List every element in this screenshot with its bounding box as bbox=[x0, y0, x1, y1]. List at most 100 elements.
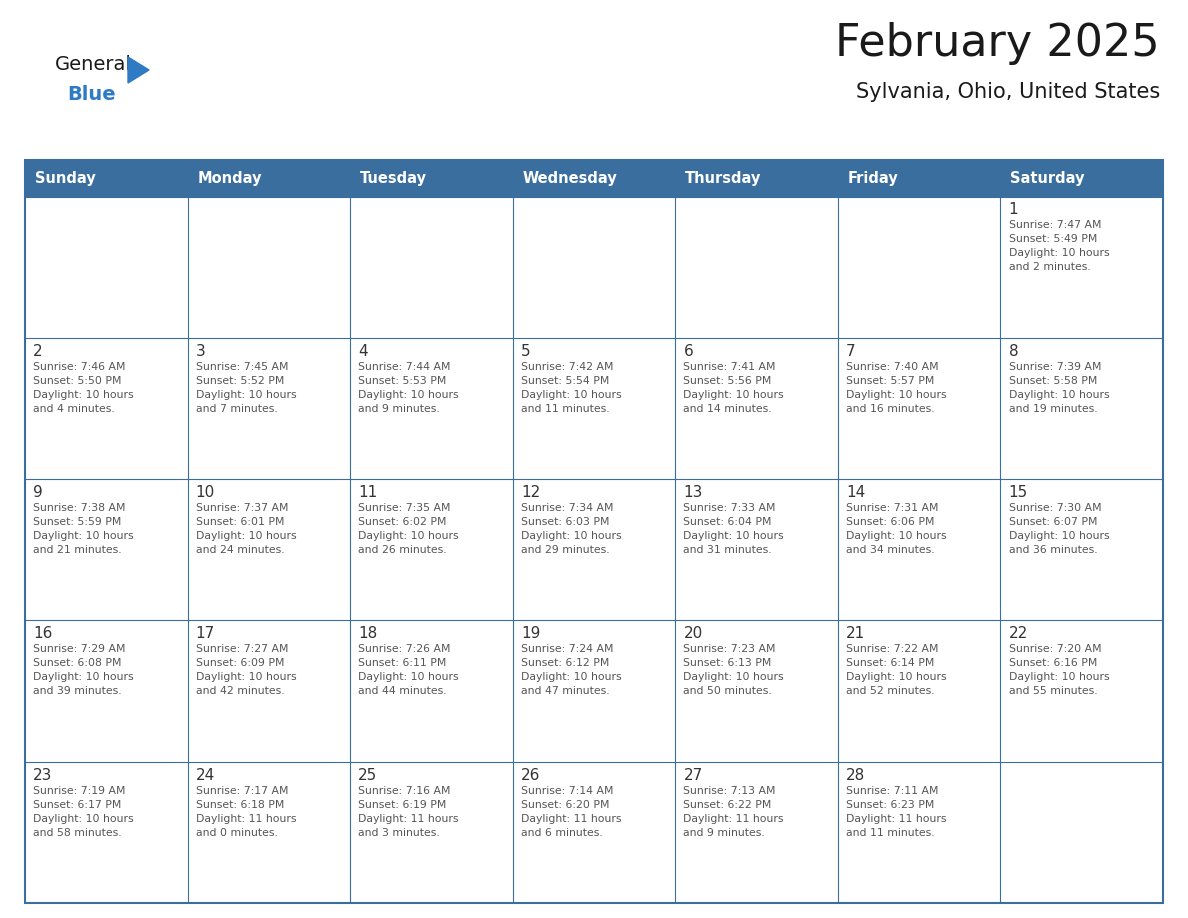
Text: Sunrise: 7:44 AM
Sunset: 5:53 PM
Daylight: 10 hours
and 9 minutes.: Sunrise: 7:44 AM Sunset: 5:53 PM Dayligh… bbox=[359, 362, 459, 414]
Text: Monday: Monday bbox=[197, 171, 261, 185]
Bar bbox=[1000, 762, 1163, 903]
Text: Wednesday: Wednesday bbox=[523, 171, 618, 185]
Text: 24: 24 bbox=[196, 767, 215, 783]
Text: Sunrise: 7:24 AM
Sunset: 6:12 PM
Daylight: 10 hours
and 47 minutes.: Sunrise: 7:24 AM Sunset: 6:12 PM Dayligh… bbox=[520, 644, 621, 697]
Bar bbox=[838, 160, 1000, 196]
Text: 25: 25 bbox=[359, 767, 378, 783]
Text: 18: 18 bbox=[359, 626, 378, 642]
Bar bbox=[513, 762, 675, 903]
Text: Sunrise: 7:13 AM
Sunset: 6:22 PM
Daylight: 11 hours
and 9 minutes.: Sunrise: 7:13 AM Sunset: 6:22 PM Dayligh… bbox=[683, 786, 784, 838]
Text: Sunrise: 7:41 AM
Sunset: 5:56 PM
Daylight: 10 hours
and 14 minutes.: Sunrise: 7:41 AM Sunset: 5:56 PM Dayligh… bbox=[683, 362, 784, 414]
Text: Sunrise: 7:45 AM
Sunset: 5:52 PM
Daylight: 10 hours
and 7 minutes.: Sunrise: 7:45 AM Sunset: 5:52 PM Dayligh… bbox=[196, 362, 296, 414]
Bar bbox=[675, 160, 838, 196]
Polygon shape bbox=[128, 57, 148, 83]
Bar bbox=[25, 338, 188, 479]
Bar bbox=[188, 196, 350, 338]
Text: 16: 16 bbox=[33, 626, 52, 642]
Text: 8: 8 bbox=[1009, 344, 1018, 359]
Text: 20: 20 bbox=[683, 626, 702, 642]
Bar bbox=[350, 621, 513, 762]
Bar bbox=[1000, 160, 1163, 196]
Text: Sunrise: 7:30 AM
Sunset: 6:07 PM
Daylight: 10 hours
and 36 minutes.: Sunrise: 7:30 AM Sunset: 6:07 PM Dayligh… bbox=[1009, 503, 1110, 555]
Bar bbox=[675, 621, 838, 762]
Bar bbox=[513, 196, 675, 338]
Text: 27: 27 bbox=[683, 767, 702, 783]
Text: 28: 28 bbox=[846, 767, 865, 783]
Text: General: General bbox=[55, 55, 132, 74]
Text: 21: 21 bbox=[846, 626, 865, 642]
Bar bbox=[25, 160, 1163, 903]
Text: 26: 26 bbox=[520, 767, 541, 783]
Text: 2: 2 bbox=[33, 344, 43, 359]
Bar bbox=[188, 479, 350, 621]
Text: 7: 7 bbox=[846, 344, 855, 359]
Bar bbox=[25, 160, 188, 196]
Bar bbox=[1000, 479, 1163, 621]
Text: Sunrise: 7:23 AM
Sunset: 6:13 PM
Daylight: 10 hours
and 50 minutes.: Sunrise: 7:23 AM Sunset: 6:13 PM Dayligh… bbox=[683, 644, 784, 697]
Text: 14: 14 bbox=[846, 485, 865, 500]
Text: Sunrise: 7:39 AM
Sunset: 5:58 PM
Daylight: 10 hours
and 19 minutes.: Sunrise: 7:39 AM Sunset: 5:58 PM Dayligh… bbox=[1009, 362, 1110, 414]
Bar bbox=[838, 621, 1000, 762]
Text: 5: 5 bbox=[520, 344, 531, 359]
Text: Sunrise: 7:46 AM
Sunset: 5:50 PM
Daylight: 10 hours
and 4 minutes.: Sunrise: 7:46 AM Sunset: 5:50 PM Dayligh… bbox=[33, 362, 134, 414]
Text: Sunrise: 7:40 AM
Sunset: 5:57 PM
Daylight: 10 hours
and 16 minutes.: Sunrise: 7:40 AM Sunset: 5:57 PM Dayligh… bbox=[846, 362, 947, 414]
Text: Sunrise: 7:47 AM
Sunset: 5:49 PM
Daylight: 10 hours
and 2 minutes.: Sunrise: 7:47 AM Sunset: 5:49 PM Dayligh… bbox=[1009, 220, 1110, 273]
Bar bbox=[25, 479, 188, 621]
Bar bbox=[350, 762, 513, 903]
Bar bbox=[513, 479, 675, 621]
Bar bbox=[1000, 621, 1163, 762]
Text: 13: 13 bbox=[683, 485, 703, 500]
Text: Saturday: Saturday bbox=[1010, 171, 1085, 185]
Bar bbox=[675, 196, 838, 338]
Bar bbox=[188, 160, 350, 196]
Bar bbox=[188, 338, 350, 479]
Text: Sunrise: 7:42 AM
Sunset: 5:54 PM
Daylight: 10 hours
and 11 minutes.: Sunrise: 7:42 AM Sunset: 5:54 PM Dayligh… bbox=[520, 362, 621, 414]
Text: Sunrise: 7:19 AM
Sunset: 6:17 PM
Daylight: 10 hours
and 58 minutes.: Sunrise: 7:19 AM Sunset: 6:17 PM Dayligh… bbox=[33, 786, 134, 838]
Bar bbox=[25, 762, 188, 903]
Text: 22: 22 bbox=[1009, 626, 1028, 642]
Bar bbox=[350, 160, 513, 196]
Bar bbox=[513, 338, 675, 479]
Text: 17: 17 bbox=[196, 626, 215, 642]
Bar bbox=[1000, 196, 1163, 338]
Text: Tuesday: Tuesday bbox=[360, 171, 426, 185]
Text: 6: 6 bbox=[683, 344, 693, 359]
Bar bbox=[838, 338, 1000, 479]
Bar bbox=[838, 196, 1000, 338]
Text: Sunrise: 7:22 AM
Sunset: 6:14 PM
Daylight: 10 hours
and 52 minutes.: Sunrise: 7:22 AM Sunset: 6:14 PM Dayligh… bbox=[846, 644, 947, 697]
Bar bbox=[838, 479, 1000, 621]
Text: Thursday: Thursday bbox=[685, 171, 762, 185]
Text: 4: 4 bbox=[359, 344, 368, 359]
Text: Sunrise: 7:14 AM
Sunset: 6:20 PM
Daylight: 11 hours
and 6 minutes.: Sunrise: 7:14 AM Sunset: 6:20 PM Dayligh… bbox=[520, 786, 621, 838]
Bar bbox=[350, 338, 513, 479]
Text: Friday: Friday bbox=[847, 171, 898, 185]
Text: Sunrise: 7:34 AM
Sunset: 6:03 PM
Daylight: 10 hours
and 29 minutes.: Sunrise: 7:34 AM Sunset: 6:03 PM Dayligh… bbox=[520, 503, 621, 555]
Text: Blue: Blue bbox=[67, 85, 115, 104]
Text: 10: 10 bbox=[196, 485, 215, 500]
Text: Sunrise: 7:11 AM
Sunset: 6:23 PM
Daylight: 11 hours
and 11 minutes.: Sunrise: 7:11 AM Sunset: 6:23 PM Dayligh… bbox=[846, 786, 947, 838]
Text: 11: 11 bbox=[359, 485, 378, 500]
Text: 19: 19 bbox=[520, 626, 541, 642]
Bar bbox=[838, 762, 1000, 903]
Text: 9: 9 bbox=[33, 485, 43, 500]
Bar bbox=[25, 196, 188, 338]
Bar bbox=[1000, 338, 1163, 479]
Text: Sunrise: 7:17 AM
Sunset: 6:18 PM
Daylight: 11 hours
and 0 minutes.: Sunrise: 7:17 AM Sunset: 6:18 PM Dayligh… bbox=[196, 786, 296, 838]
Bar bbox=[188, 621, 350, 762]
Text: Sunrise: 7:33 AM
Sunset: 6:04 PM
Daylight: 10 hours
and 31 minutes.: Sunrise: 7:33 AM Sunset: 6:04 PM Dayligh… bbox=[683, 503, 784, 555]
Text: Sylvania, Ohio, United States: Sylvania, Ohio, United States bbox=[855, 82, 1159, 102]
Text: 1: 1 bbox=[1009, 203, 1018, 218]
Text: Sunrise: 7:27 AM
Sunset: 6:09 PM
Daylight: 10 hours
and 42 minutes.: Sunrise: 7:27 AM Sunset: 6:09 PM Dayligh… bbox=[196, 644, 296, 697]
Bar bbox=[350, 479, 513, 621]
Bar bbox=[675, 479, 838, 621]
Text: February 2025: February 2025 bbox=[835, 22, 1159, 65]
Bar bbox=[350, 196, 513, 338]
Text: Sunrise: 7:38 AM
Sunset: 5:59 PM
Daylight: 10 hours
and 21 minutes.: Sunrise: 7:38 AM Sunset: 5:59 PM Dayligh… bbox=[33, 503, 134, 555]
Text: Sunrise: 7:26 AM
Sunset: 6:11 PM
Daylight: 10 hours
and 44 minutes.: Sunrise: 7:26 AM Sunset: 6:11 PM Dayligh… bbox=[359, 644, 459, 697]
Text: Sunrise: 7:20 AM
Sunset: 6:16 PM
Daylight: 10 hours
and 55 minutes.: Sunrise: 7:20 AM Sunset: 6:16 PM Dayligh… bbox=[1009, 644, 1110, 697]
Bar bbox=[513, 621, 675, 762]
Text: Sunrise: 7:29 AM
Sunset: 6:08 PM
Daylight: 10 hours
and 39 minutes.: Sunrise: 7:29 AM Sunset: 6:08 PM Dayligh… bbox=[33, 644, 134, 697]
Bar bbox=[675, 338, 838, 479]
Text: Sunrise: 7:16 AM
Sunset: 6:19 PM
Daylight: 11 hours
and 3 minutes.: Sunrise: 7:16 AM Sunset: 6:19 PM Dayligh… bbox=[359, 786, 459, 838]
Text: 3: 3 bbox=[196, 344, 206, 359]
